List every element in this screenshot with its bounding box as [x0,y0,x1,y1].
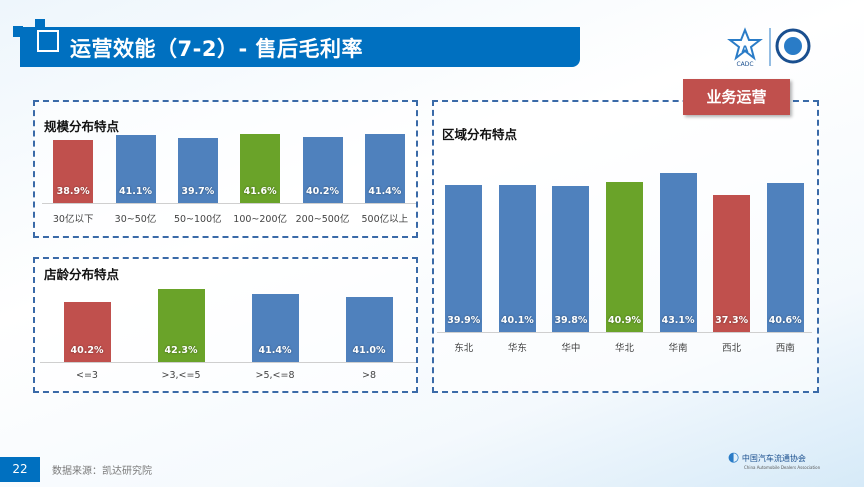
x-tick-label: >8 [361,370,376,381]
chart-age: 40.2% <=3 42.3% >3,<=5 41.4% >5,<=8 41.0% >8 [40,285,416,381]
svg-text:CADC: CADC [736,61,753,68]
x-tick-label: <=3 [76,370,98,381]
x-axis [42,203,416,204]
x-tick-label: 东北 [454,343,474,354]
section-tag: 业务运营 [683,79,790,115]
x-tick-label: 华中 [561,343,581,354]
data-label: 41.0% [352,345,386,356]
x-tick-label: 西北 [722,343,742,354]
svg-text:A: A [742,45,749,55]
chart-title-region: 区域分布特点 [442,127,518,142]
bar: 43.1% [659,173,697,332]
association-logo-icon: ◐ [728,450,740,465]
bar: 38.9% [53,139,94,203]
data-label: 39.7% [181,186,215,197]
decor-square [37,30,59,52]
data-label: 42.3% [164,345,198,356]
x-tick-label: 30~50亿 [114,214,157,225]
data-label: 40.6% [768,315,802,326]
x-axis [437,332,812,333]
x-tick-label: 50~100亿 [173,214,222,225]
x-tick-label: 华北 [614,343,634,354]
data-label: 40.2% [70,345,104,356]
x-tick-label: 200~500亿 [295,214,350,225]
bar: 41.1% [115,134,156,203]
decor-square [13,26,23,37]
association-subname: China Automobile Dealers Association [744,465,821,470]
association-name: 中国汽车流通协会 [741,454,806,463]
title-bar [20,27,580,67]
x-tick-label: >5,<=8 [255,370,295,381]
data-label: 37.3% [715,315,749,326]
bar: 40.6% [766,182,804,332]
bar: 39.8% [552,185,590,332]
decor-square [35,19,45,29]
bar: 40.2% [302,136,343,203]
data-label: 41.6% [243,186,277,197]
bar: 41.6% [240,133,281,203]
x-tick-label: 500亿以上 [361,214,409,225]
bar: 39.9% [445,185,483,332]
chart-scale: 38.9% 30亿以下 41.1% 30~50亿 39.7% 50~100亿 41.6% 10… [42,133,416,225]
x-tick-label: >3,<=5 [161,370,201,381]
x-tick-label: 30亿以下 [52,214,94,225]
data-label: 38.9% [56,186,90,197]
data-label: 39.8% [554,315,588,326]
bar: 42.3% [157,289,205,362]
bar: 41.0% [345,296,393,362]
data-label: 43.1% [661,315,695,326]
bar: 40.9% [606,181,643,332]
data-label: 41.4% [258,345,292,356]
data-source: 数据来源：凯达研究院 [52,466,152,477]
bar: 41.4% [251,294,299,362]
x-tick-label: 西南 [775,343,795,354]
cadc-logo-icon: A CADC [727,27,811,68]
data-label: 40.9% [608,315,641,326]
page-number: 22 [0,457,40,482]
x-tick-label: 华南 [668,343,688,354]
logos: A CADC [725,26,815,68]
bar: 40.2% [63,301,111,362]
data-label: 39.9% [447,315,481,326]
bar: 37.3% [713,194,751,332]
chart-region: 39.9% 东北 40.1% 华东 39.8% 华中 40.9% 华北 43.1% 华南 37.3%… [437,172,812,354]
chart-title-age: 店龄分布特点 [44,267,120,282]
data-label: 40.2% [306,186,339,197]
page-title: 运营效能（7-2）- 售后毛利率 [70,37,363,61]
x-axis [40,362,416,363]
bar: 41.4% [364,134,405,203]
x-tick-label: 华东 [507,343,527,354]
association-logo: ◐ 中国汽车流通协会 China Automobile Dealers Asso… [728,450,820,470]
chart-title-scale: 规模分布特点 [44,119,120,134]
bar: 40.1% [498,184,536,332]
panel-scale [33,100,418,238]
bar: 39.7% [177,138,218,203]
data-label: 41.4% [368,186,402,197]
x-tick-label: 100~200亿 [233,214,288,225]
data-label: 40.1% [500,315,534,326]
data-label: 41.1% [119,186,152,197]
